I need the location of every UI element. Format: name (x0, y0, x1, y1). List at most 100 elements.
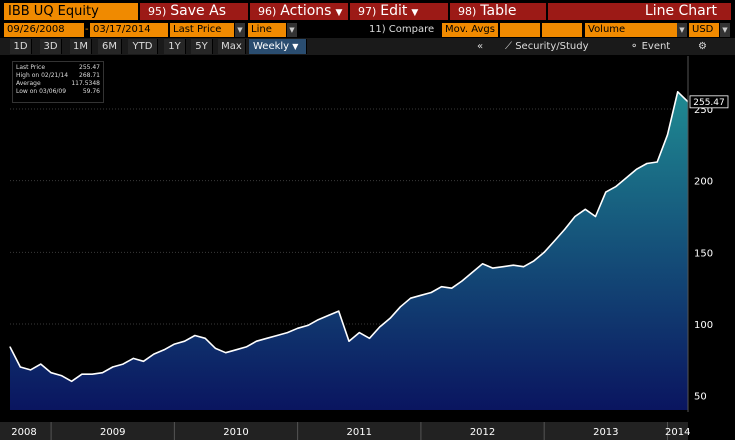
legend-label: Low on 03/06/09 (16, 88, 67, 95)
table-num: 98) (458, 5, 477, 18)
period-selector: 1D 3D 1M 6M YTD 1Y 5Y Max Weekly ▼ « ⟋ S… (0, 38, 735, 55)
event-button[interactable]: ⚬ Event (630, 39, 670, 54)
actions-num: 96) (258, 5, 277, 18)
legend-value: 255.47 (79, 64, 100, 71)
period-ytd[interactable]: YTD (128, 39, 158, 54)
start-date-field[interactable]: 09/26/2008 (4, 23, 84, 37)
data-point (646, 162, 648, 165)
data-point (471, 271, 473, 273)
parameter-row: 09/26/2008 - 03/17/2014 Last Price ▼ Lin… (0, 22, 735, 38)
y-tick-label: 50 (694, 392, 707, 403)
collapse-icon[interactable]: « (477, 41, 484, 52)
data-point (194, 334, 196, 337)
data-point (440, 286, 443, 288)
data-point (71, 380, 73, 382)
data-point (533, 260, 535, 262)
x-tick-label: 2011 (347, 427, 372, 438)
legend-label: High on 02/21/14 (16, 72, 69, 79)
data-point (245, 346, 247, 348)
edit-num: 97) (358, 5, 377, 18)
compare-button[interactable]: 11) Compare (369, 24, 435, 35)
data-point (553, 240, 556, 242)
chevron-down-icon[interactable]: ▼ (235, 23, 245, 37)
mov-avgs-field-2[interactable] (500, 23, 540, 37)
data-point (348, 340, 350, 342)
chevron-down-icon[interactable]: ▼ (287, 23, 297, 37)
chevron-down-icon[interactable]: ▼ (677, 23, 687, 37)
data-point (40, 363, 42, 365)
event-icon: ⚬ (630, 41, 639, 52)
period-5y[interactable]: 5Y (191, 39, 213, 54)
caret-down-icon: ▼ (335, 8, 343, 18)
security-study-button[interactable]: ⟋ Security/Study (505, 39, 589, 54)
data-point (543, 251, 545, 253)
x-tick-label: 2013 (593, 427, 618, 438)
chart-type-select[interactable]: Line (248, 23, 286, 37)
legend-label: Last Price (16, 64, 46, 71)
x-tick-label: 2014 (665, 427, 690, 438)
period-1y[interactable]: 1Y (164, 39, 186, 54)
data-point (122, 363, 124, 365)
frequency-select[interactable]: Weekly ▼ (249, 39, 307, 54)
data-point (338, 310, 340, 312)
data-point (656, 161, 658, 163)
x-tick-label: 2012 (470, 427, 495, 438)
frequency-label: Weekly (253, 41, 290, 52)
data-point (625, 177, 627, 179)
period-max[interactable]: Max (218, 39, 246, 54)
data-point (81, 373, 83, 375)
end-date-field[interactable]: 03/17/2014 (90, 23, 168, 37)
data-point (666, 134, 669, 136)
chart-study-icon: ⟋ (505, 41, 512, 52)
price-area (10, 91, 688, 411)
period-6m[interactable]: 6M (98, 39, 122, 54)
data-point (420, 294, 422, 296)
volume-select[interactable]: Volume (585, 23, 677, 37)
data-point (225, 352, 227, 354)
price-field-select[interactable]: Last Price (170, 23, 234, 37)
actions-button[interactable]: 96) Actions ▼ (250, 3, 348, 20)
settings-icon[interactable]: ⚙ (698, 41, 707, 52)
data-point (430, 291, 432, 294)
period-1m[interactable]: 1M (70, 39, 92, 54)
mov-avgs-field-3[interactable] (542, 23, 582, 37)
data-point (615, 185, 617, 187)
currency-select[interactable]: USD (689, 23, 719, 37)
data-point (481, 263, 484, 265)
data-point (327, 314, 330, 316)
command-bar: IBB UQ Equity 95) Save As 96) Actions ▼ 97)… (0, 0, 735, 22)
data-point (153, 353, 155, 355)
data-point (101, 372, 104, 374)
table-button[interactable]: 98) Table (450, 3, 546, 20)
date-separator: - (85, 24, 89, 35)
x-tick-label: 2009 (100, 427, 125, 438)
period-1d[interactable]: 1D (10, 39, 32, 54)
data-point (461, 280, 463, 282)
save-as-button[interactable]: 95) Save As (140, 3, 248, 20)
data-point (368, 337, 371, 339)
legend-label: Average (16, 80, 41, 87)
mov-avgs-select[interactable]: Mov. Avgs (442, 23, 498, 37)
y-tick-label: 250 (694, 105, 713, 116)
event-label: Event (641, 41, 671, 52)
data-point (163, 349, 165, 351)
data-point (297, 327, 299, 329)
data-point (564, 228, 566, 230)
data-point (523, 266, 525, 268)
edit-button[interactable]: 97) Edit ▼ (350, 3, 448, 20)
legend-value: 268.71 (79, 72, 100, 79)
data-point (29, 369, 32, 371)
legend-row: Low on 03/06/09 59.76 (16, 88, 100, 96)
data-point (584, 208, 586, 210)
data-point (410, 297, 412, 299)
data-point (379, 326, 381, 328)
data-point (358, 332, 360, 334)
data-point (594, 215, 597, 218)
caret-down-icon: ▼ (292, 42, 299, 51)
data-point (502, 266, 504, 268)
chevron-down-icon[interactable]: ▼ (720, 23, 730, 37)
period-3d[interactable]: 3D (40, 39, 62, 54)
x-tick-label: 2010 (223, 427, 248, 438)
ticker-field[interactable]: IBB UQ Equity (4, 3, 138, 20)
